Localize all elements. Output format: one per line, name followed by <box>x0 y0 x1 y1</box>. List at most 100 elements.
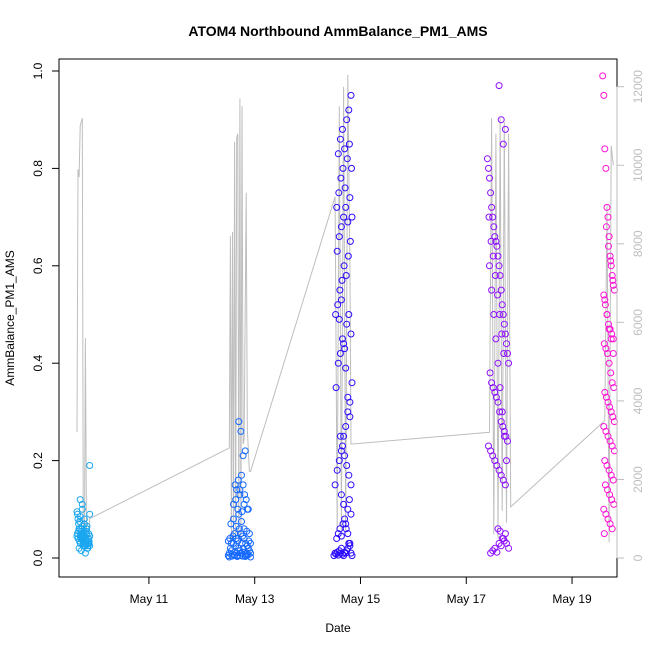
data-point <box>607 369 615 377</box>
data-point <box>490 311 498 318</box>
data-point <box>500 537 508 545</box>
y-tick-label: 0.0 <box>31 549 45 566</box>
data-point <box>489 384 497 392</box>
data-point <box>607 335 615 343</box>
data-point <box>227 539 235 547</box>
data-point <box>342 520 350 528</box>
data-point <box>504 437 511 445</box>
right-tick-label: 0 <box>631 554 645 561</box>
data-point <box>234 537 242 545</box>
data-point <box>344 393 352 401</box>
data-point <box>347 330 355 338</box>
right-tick-label: 6000 <box>631 309 645 336</box>
data-point <box>500 320 508 328</box>
data-point <box>491 233 499 241</box>
data-point <box>75 525 83 533</box>
data-point <box>492 393 500 401</box>
data-point <box>342 203 350 211</box>
data-point <box>342 272 350 279</box>
x-tick-label: May 11 <box>130 592 169 606</box>
data-point <box>498 408 506 416</box>
data-point <box>346 194 354 202</box>
data-point <box>339 125 346 133</box>
data-point <box>247 539 254 547</box>
data-point <box>608 525 616 533</box>
data-point <box>333 466 341 474</box>
data-point <box>343 462 351 469</box>
data-point <box>344 505 352 513</box>
data-point <box>334 150 342 158</box>
data-point <box>339 442 346 450</box>
y-tick-label: 0.8 <box>31 160 45 177</box>
y-axis-label: AmmBalance_PM1_AMS <box>3 250 17 385</box>
data-point <box>600 291 608 299</box>
data-point <box>348 379 356 387</box>
data-point <box>339 550 346 558</box>
data-point <box>483 155 491 163</box>
data-point <box>496 408 504 416</box>
data-point <box>491 544 499 552</box>
data-point <box>603 203 611 211</box>
data-point <box>341 345 349 353</box>
data-point <box>498 301 506 309</box>
data-point <box>84 539 92 547</box>
data-point <box>339 520 347 528</box>
data-point <box>492 237 500 245</box>
data-point <box>335 189 343 197</box>
data-point <box>237 427 245 435</box>
data-point <box>348 213 356 221</box>
data-point <box>345 140 353 148</box>
data-point <box>341 515 349 523</box>
data-point <box>609 413 617 421</box>
data-point <box>340 262 348 270</box>
data-point <box>241 491 249 499</box>
data-point <box>505 359 513 367</box>
data-point <box>604 398 612 406</box>
x-tick-label: May 13 <box>235 592 275 606</box>
x-tick-label: May 15 <box>341 592 381 606</box>
scatter-layer <box>73 72 618 561</box>
data-point <box>343 320 351 328</box>
right-tick-label: 2000 <box>631 466 645 493</box>
data-point <box>341 184 349 192</box>
data-point <box>601 301 609 309</box>
data-point <box>333 247 341 255</box>
data-point <box>236 486 244 494</box>
data-point <box>500 350 508 357</box>
data-point <box>486 262 493 270</box>
data-point <box>485 164 492 172</box>
data-point <box>488 286 496 294</box>
data-point <box>491 388 499 396</box>
data-point <box>86 462 94 469</box>
data-point <box>336 135 344 143</box>
data-point <box>498 330 506 338</box>
data-point <box>78 500 86 508</box>
data-point <box>247 553 254 561</box>
data-point <box>609 350 617 357</box>
data-point <box>336 286 344 294</box>
data-point <box>337 491 345 499</box>
data-point <box>499 140 507 148</box>
data-point <box>230 515 237 523</box>
data-point <box>341 452 349 460</box>
data-point <box>235 418 243 426</box>
data-point <box>605 242 612 250</box>
data-point <box>242 496 250 504</box>
data-point <box>485 213 493 221</box>
data-point <box>337 447 345 455</box>
data-point <box>232 496 240 504</box>
data-point <box>503 340 510 348</box>
y-tick-label: 0.2 <box>31 452 45 469</box>
data-point <box>499 423 507 430</box>
data-point <box>493 242 501 250</box>
data-point <box>341 145 349 153</box>
right-tick-label: 10000 <box>631 148 645 182</box>
data-point <box>243 505 251 513</box>
y-tick-label: 1.0 <box>31 62 45 79</box>
data-point <box>496 272 504 279</box>
y-tick-label: 0.6 <box>31 257 45 274</box>
data-point <box>334 551 342 559</box>
data-point <box>345 471 353 479</box>
data-point <box>232 522 240 530</box>
